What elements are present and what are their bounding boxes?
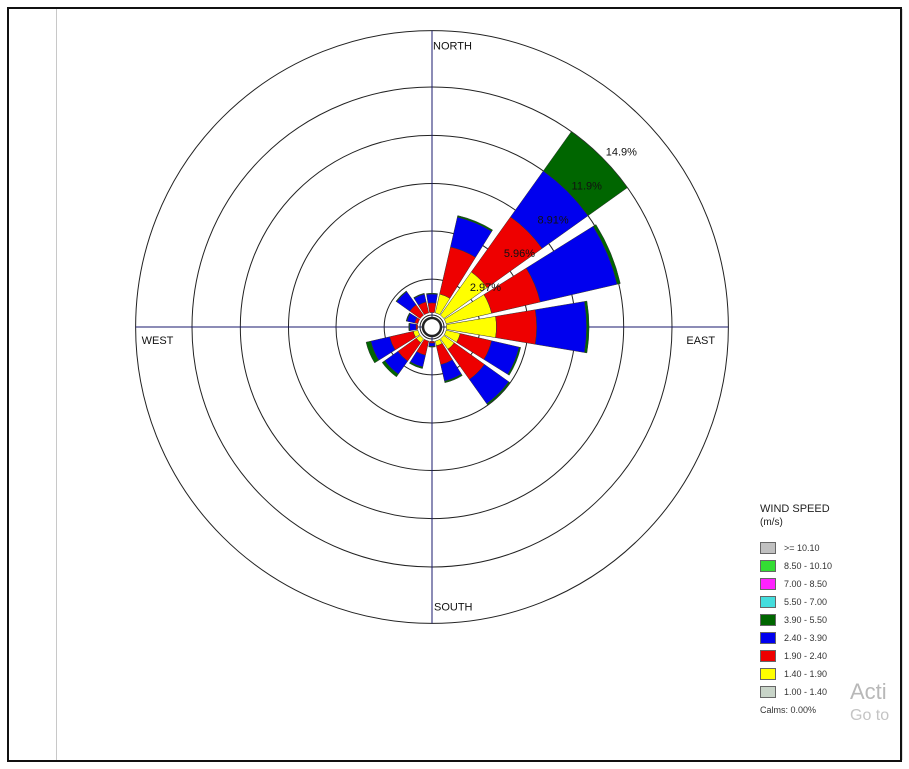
petal-e [446, 300, 590, 354]
legend-swatch [760, 614, 776, 626]
petal-n [426, 292, 438, 313]
legend-entry: >= 10.10 [760, 539, 890, 557]
petal-sw-bin-5 [381, 360, 399, 378]
legend-entry: 8.50 - 10.10 [760, 557, 890, 575]
petal-wsw [365, 329, 421, 364]
petal-ene-bin-5 [592, 224, 621, 285]
petal-ne-bin-5 [542, 131, 628, 217]
legend-label: 3.90 - 5.50 [784, 615, 828, 625]
petal-sw [381, 335, 424, 378]
watermark-line-2: Go to [850, 707, 890, 724]
calm-hub [421, 316, 443, 338]
right-edge-line [902, 9, 903, 760]
legend-label: 1.00 - 1.40 [784, 687, 828, 697]
petal-wnw-bin-5 [405, 312, 411, 322]
left-gutter-line [56, 9, 57, 760]
legend-label: 5.50 - 7.00 [784, 597, 828, 607]
petal-se-bin-5 [486, 381, 511, 406]
legend-entry: 1.40 - 1.90 [760, 665, 890, 683]
petal-s-bin-5 [428, 345, 436, 348]
petal-w [408, 322, 418, 332]
legend-units: (m/s) [760, 517, 783, 528]
petal-se [440, 335, 511, 406]
petal-e-bin-5 [584, 300, 590, 354]
legend: WIND SPEED (m/s) >= 10.10 8.50 - 10.10 7.0… [760, 503, 890, 715]
activation-watermark: Acti Go to [850, 680, 889, 728]
petal-e-bin-3 [495, 309, 537, 345]
legend-title: WIND SPEED [760, 503, 830, 515]
legend-rows: >= 10.10 8.50 - 10.10 7.00 - 8.50 5.50 - 7.… [760, 539, 890, 701]
ring-label-3: 8.91% [537, 215, 568, 227]
petal-s-bin-4 [428, 342, 436, 347]
legend-swatch [760, 686, 776, 698]
petal-nnw [413, 292, 430, 316]
petal-w-bin-4 [409, 322, 417, 332]
legend-entry: 3.90 - 5.50 [760, 611, 890, 629]
ring-label-2: 5.96% [504, 248, 535, 260]
legend-calms: Calms: 0.00% [760, 705, 817, 715]
petal-ne [440, 131, 628, 319]
legend-swatch [760, 632, 776, 644]
legend-swatch [760, 560, 776, 572]
petal-ene [443, 224, 621, 325]
legend-entry: 7.00 - 8.50 [760, 575, 890, 593]
legend-swatch [760, 668, 776, 680]
direction-label-south: SOUTH [434, 601, 473, 613]
petal-nne [434, 215, 493, 316]
petal-nw-bin-5 [395, 290, 408, 303]
ring-labels: 2.97% 5.96% 8.91% 11.9% 14.9% [470, 146, 637, 294]
ring-label-5: 14.9% [606, 146, 637, 158]
petal-ssw [409, 338, 430, 369]
petal-nw [395, 290, 424, 319]
petal-n-bin-5 [426, 292, 438, 295]
petal-wnw [405, 312, 421, 325]
legend-entry: 2.40 - 3.90 [760, 629, 890, 647]
legend-swatch [760, 542, 776, 554]
chart-frame [7, 7, 902, 762]
legend-entry: 1.00 - 1.40 [760, 683, 890, 701]
legend-swatch [760, 596, 776, 608]
petal-sse [434, 338, 463, 384]
legend-label: 8.50 - 10.10 [784, 561, 833, 571]
petals [365, 131, 628, 406]
legend-swatch [760, 578, 776, 590]
legend-label: 7.00 - 8.50 [784, 579, 828, 589]
legend-entry: 5.50 - 7.00 [760, 593, 890, 611]
direction-label-west: WEST [142, 335, 174, 347]
petal-nnw-bin-5 [413, 292, 425, 299]
petal-e-bin-4 [534, 301, 587, 353]
legend-swatch [760, 650, 776, 662]
legend-label: 2.40 - 3.90 [784, 633, 828, 643]
ring-label-1: 2.97% [470, 282, 501, 294]
direction-labels: NORTH SOUTH WEST EAST [142, 41, 716, 614]
legend-label: 1.90 - 2.40 [784, 651, 828, 661]
direction-label-north: NORTH [433, 41, 472, 53]
petal-ese-bin-5 [507, 346, 521, 376]
legend-label: >= 10.10 [784, 543, 820, 553]
legend-entry: 1.90 - 2.40 [760, 647, 890, 665]
petal-sse-bin-5 [444, 373, 463, 384]
petal-w-bin-5 [408, 322, 411, 332]
legend-label: 1.40 - 1.90 [784, 669, 828, 679]
petal-ssw-bin-5 [409, 361, 424, 369]
ring-label-4: 11.9% [572, 180, 603, 192]
petal-ese [443, 329, 521, 376]
watermark-line-1: Acti [850, 679, 887, 704]
petal-n-bin-3 [427, 302, 437, 313]
petal-s [428, 341, 436, 348]
petal-wsw-bin-5 [365, 340, 380, 364]
direction-label-east: EAST [686, 335, 715, 347]
petal-nne-bin-5 [457, 215, 493, 232]
petal-n-bin-4 [426, 293, 438, 304]
